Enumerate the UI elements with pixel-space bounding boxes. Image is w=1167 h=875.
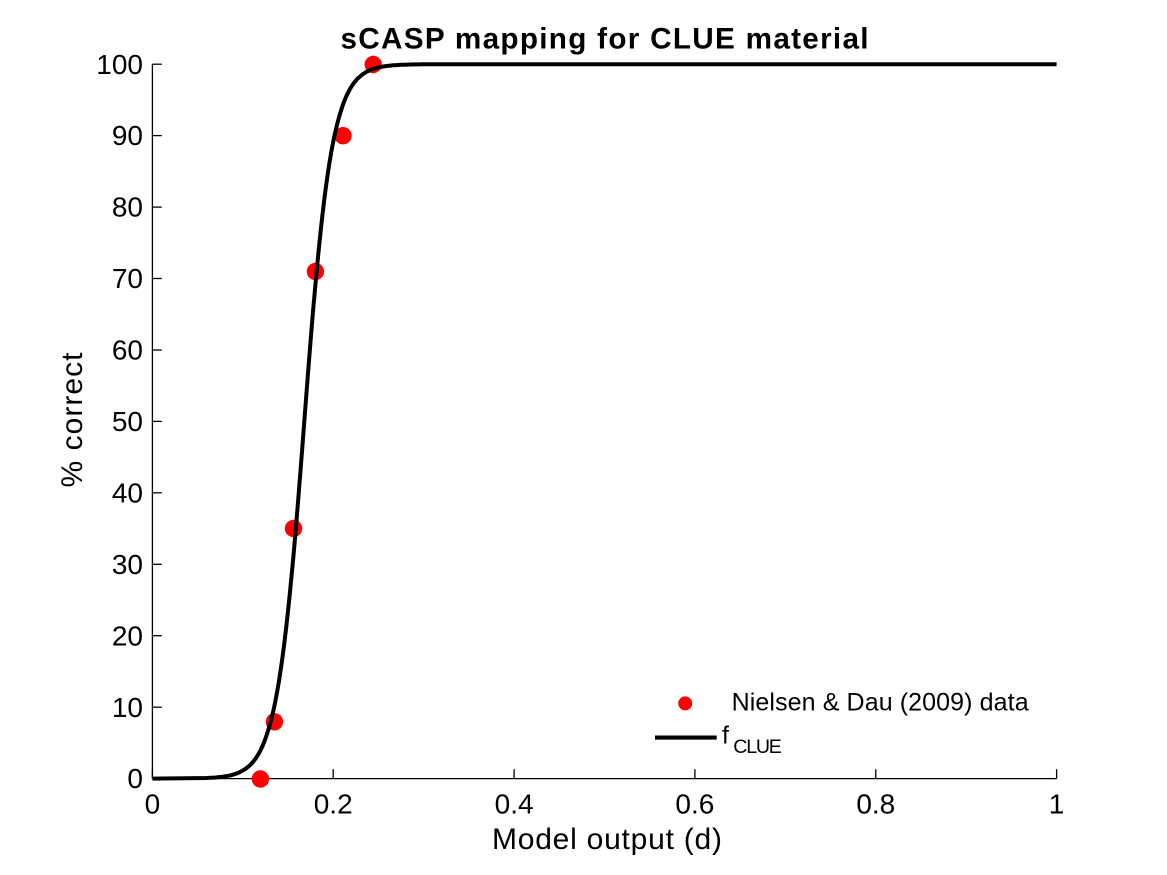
svg-text:0.8: 0.8	[856, 788, 895, 819]
svg-text:60: 60	[112, 335, 143, 366]
svg-text:f: f	[722, 721, 729, 749]
svg-text:50: 50	[112, 406, 143, 437]
svg-text:10: 10	[112, 692, 143, 723]
svg-text:70: 70	[112, 263, 143, 294]
svg-text:0: 0	[127, 763, 143, 794]
svg-text:80: 80	[112, 192, 143, 223]
svg-text:90: 90	[112, 120, 143, 151]
svg-text:sCASP mapping for CLUE materia: sCASP mapping for CLUE material	[341, 23, 869, 56]
svg-text:0.4: 0.4	[495, 788, 534, 819]
svg-text:0.2: 0.2	[314, 788, 353, 819]
svg-text:% correct: % correct	[56, 352, 89, 488]
svg-text:0.6: 0.6	[675, 788, 714, 819]
svg-text:40: 40	[112, 477, 143, 508]
svg-text:30: 30	[112, 549, 143, 580]
svg-text:20: 20	[112, 620, 143, 651]
svg-text:0: 0	[145, 788, 161, 819]
svg-text:Model output (d): Model output (d)	[492, 823, 722, 856]
svg-text:100: 100	[96, 49, 143, 80]
svg-text:CLUE: CLUE	[733, 736, 782, 758]
svg-text:Nielsen & Dau (2009) data: Nielsen & Dau (2009) data	[732, 689, 1029, 717]
svg-text:1: 1	[1049, 788, 1065, 819]
